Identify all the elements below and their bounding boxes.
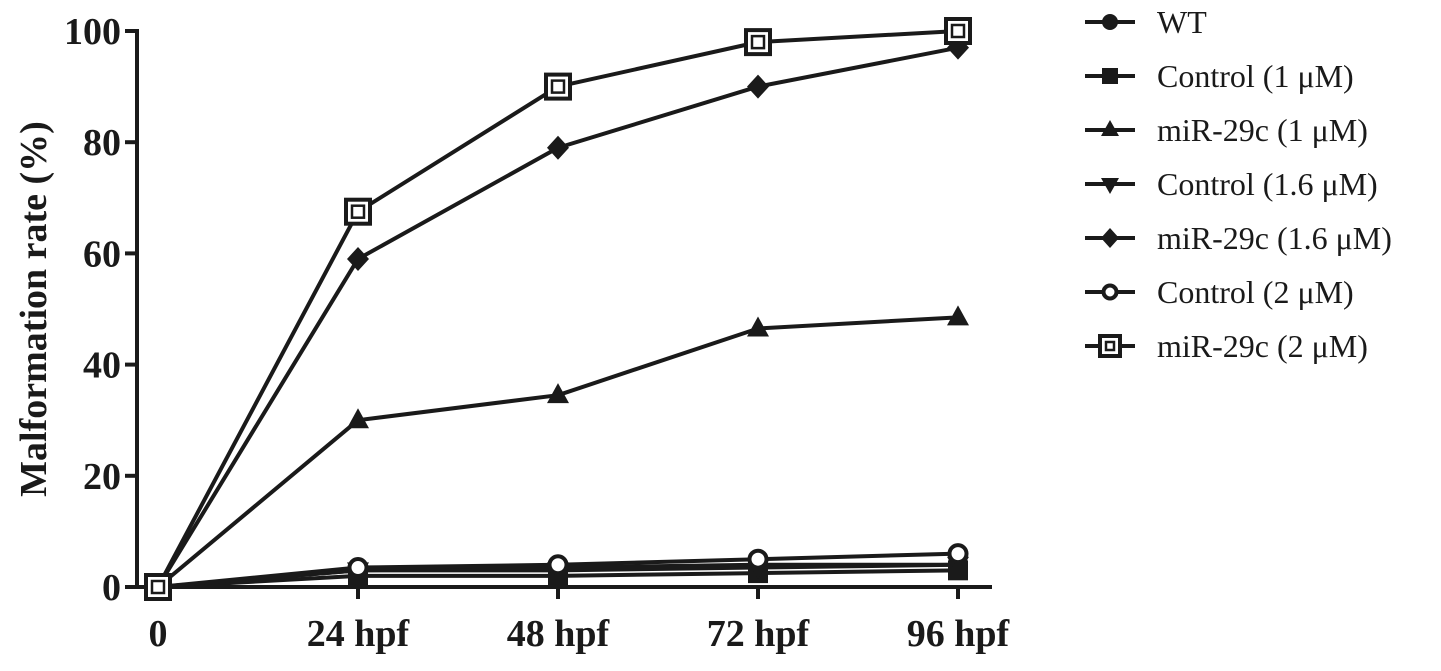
x-tick-label: 48 hpf [507, 613, 611, 655]
legend-marker [1102, 14, 1118, 30]
data-point [344, 197, 372, 226]
legend-marker [1101, 178, 1119, 194]
data-point [347, 557, 369, 579]
data-point-inner [150, 579, 166, 595]
legend-marker [1101, 228, 1119, 248]
legend-item: WT [1085, 4, 1207, 40]
y-tick-label: 80 [83, 122, 121, 164]
legend-marker [1102, 68, 1118, 84]
data-point-inner [550, 79, 566, 94]
data-point [747, 74, 769, 99]
series-line [156, 29, 959, 588]
data-point [744, 28, 772, 57]
series-3 [147, 305, 969, 595]
y-tick-label: 60 [83, 233, 121, 275]
x-axis-ticks: 0 24 hpf 48 hpf 72 hpf 96 hpf [149, 587, 1011, 655]
data-point-inner [350, 204, 366, 219]
legend-label: Control (1 μM) [1157, 58, 1354, 94]
data-point [747, 548, 769, 570]
legend-label: Control (1.6 μM) [1157, 166, 1378, 202]
legend-item: Control (1.6 μM) [1085, 166, 1378, 202]
series-7 [144, 17, 972, 601]
legend: WT Control (1 μM) miR-29c (1 μM) Control (1… [1085, 4, 1392, 364]
legend-label: WT [1157, 4, 1207, 40]
data-point-inner [950, 23, 966, 39]
legend-marker [1101, 120, 1119, 136]
legend-item: miR-29c (2 μM) [1085, 328, 1368, 364]
data-point [947, 305, 969, 326]
legend-label: miR-29c (2 μM) [1157, 328, 1368, 364]
legend-marker-inner [1104, 340, 1116, 352]
data-point [947, 543, 969, 565]
legend-label: Control (2 μM) [1157, 274, 1354, 310]
x-tick-label: 96 hpf [907, 613, 1011, 655]
y-axis-title: Malformation rate (%) [13, 121, 55, 497]
data-point [347, 408, 369, 429]
data-point [547, 554, 569, 576]
data-point [547, 135, 569, 160]
legend-item: miR-29c (1.6 μM) [1085, 220, 1392, 256]
legend-marker [1098, 334, 1122, 358]
data-point [944, 17, 972, 45]
x-tick-label: 24 hpf [307, 613, 411, 655]
y-tick-label: 0 [102, 567, 121, 609]
data-point [747, 316, 769, 337]
x-tick-label: 72 hpf [707, 613, 811, 655]
data-point [547, 383, 569, 404]
data-point [544, 72, 572, 101]
data-point [347, 246, 369, 271]
x-tick-label: 0 [149, 613, 168, 655]
data-point [144, 573, 172, 601]
axes [135, 29, 992, 589]
legend-marker [1101, 283, 1119, 301]
series-line [156, 45, 959, 589]
data-point-inner [750, 34, 766, 50]
legend-item: Control (1 μM) [1085, 58, 1354, 94]
legend-item: Control (2 μM) [1085, 274, 1354, 310]
legend-label: miR-29c (1.6 μM) [1157, 220, 1392, 256]
y-tick-label: 40 [83, 345, 121, 387]
y-tick-label: 100 [64, 11, 121, 53]
series-group [144, 17, 972, 601]
legend-label: miR-29c (1 μM) [1157, 112, 1368, 148]
series-5 [147, 35, 969, 599]
y-axis-ticks: 0 20 40 60 80 100 [64, 11, 137, 609]
y-tick-label: 20 [83, 456, 121, 498]
legend-item: miR-29c (1 μM) [1085, 112, 1368, 148]
